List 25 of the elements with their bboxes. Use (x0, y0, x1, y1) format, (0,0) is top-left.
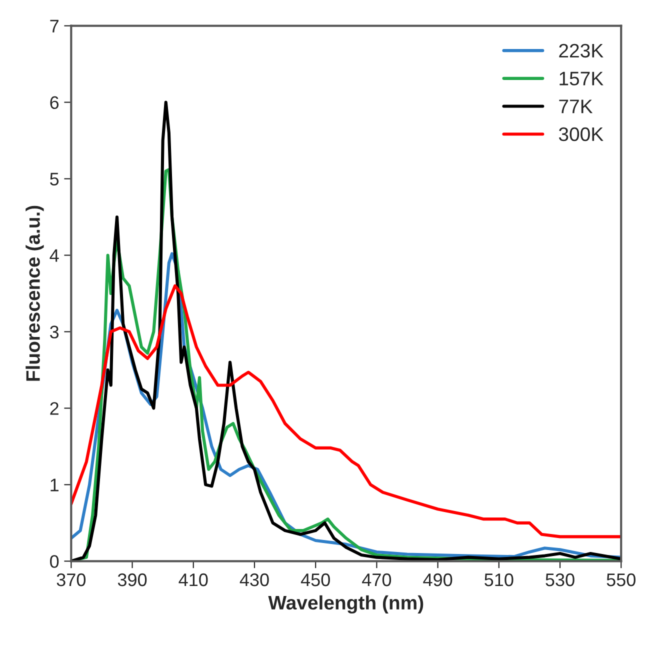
legend-label: 300K (558, 127, 604, 142)
y-tick-label: 6 (50, 96, 59, 109)
legend-label: 77K (559, 100, 593, 114)
y-tick-label: 0 (50, 555, 59, 568)
y-tick-label: 7 (50, 20, 58, 32)
y-tick-label: 1 (50, 478, 58, 492)
y-tick-label: 4 (50, 249, 59, 262)
x-axis-title: Wavelength (nm) (268, 595, 424, 614)
y-tick-label: 5 (50, 172, 59, 186)
x-tick-label: 390 (118, 573, 147, 586)
x-tick-label: 530 (546, 573, 574, 586)
x-tick-label: 410 (178, 573, 208, 586)
x-tick-label: 430 (240, 573, 269, 586)
legend-label: 223K (559, 44, 604, 58)
legend-label: 157K (560, 72, 604, 86)
x-tick-label: 470 (362, 573, 392, 586)
x-tick-label: 370 (56, 573, 86, 586)
x-tick-label: 490 (423, 573, 452, 586)
y-tick-label: 2 (50, 402, 58, 415)
x-tick-label: 550 (606, 573, 636, 586)
x-tick-label: 510 (484, 573, 514, 586)
x-tick-label: 450 (300, 573, 330, 586)
y-axis-title: Fluorescence (a.u.) (26, 206, 44, 381)
y-tick-label: 3 (50, 326, 59, 338)
line-series (71, 284, 622, 538)
